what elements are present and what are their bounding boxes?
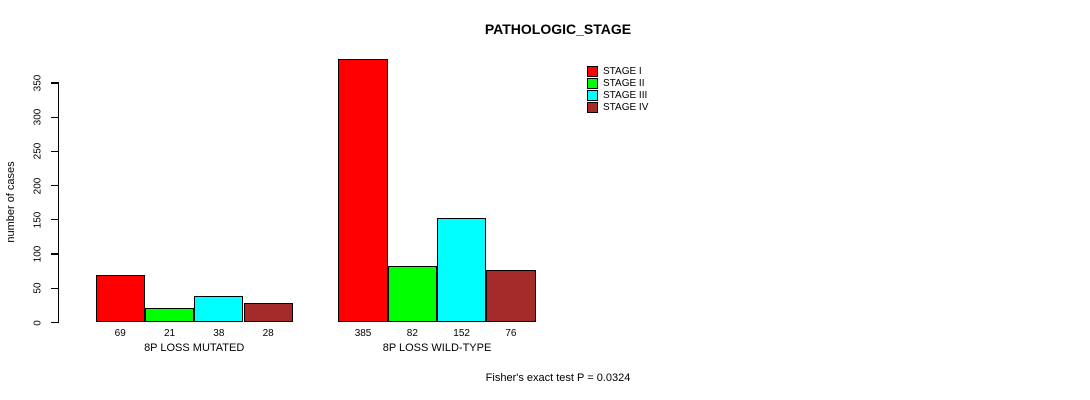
bar-value-label: 28 xyxy=(262,328,274,339)
bar-value-label: 152 xyxy=(453,328,470,339)
y-tick-label: 150 xyxy=(32,211,44,229)
bar-value-label: 69 xyxy=(114,328,126,339)
category-label: 8P LOSS MUTATED xyxy=(144,342,245,354)
y-tick-label: 100 xyxy=(32,245,44,263)
legend-label: STAGE IV xyxy=(603,101,649,113)
bar-stage-iii xyxy=(437,218,487,323)
bar-stage-iv xyxy=(486,270,536,323)
legend-item: STAGE IV xyxy=(587,101,648,113)
bar-stage-iii xyxy=(194,296,244,323)
y-tick-label: 0 xyxy=(32,319,44,326)
y-tick xyxy=(50,150,59,153)
y-tick xyxy=(50,116,59,118)
legend: STAGE I STAGE II STAGE III STAGE IV xyxy=(587,65,648,113)
legend-label: STAGE I xyxy=(603,65,642,77)
y-tick-label: 200 xyxy=(32,177,44,194)
legend-swatch-stage-iv xyxy=(587,101,598,113)
bar-value-label: 21 xyxy=(163,328,176,339)
bar-value-label: 385 xyxy=(354,328,372,339)
legend-swatch-stage-i xyxy=(587,65,598,77)
y-tick xyxy=(50,185,59,187)
bar-stage-ii xyxy=(387,266,437,323)
y-axis-line xyxy=(57,83,60,323)
bar-stage-i xyxy=(338,59,388,323)
legend-item: STAGE I xyxy=(587,65,648,77)
y-tick-label: 350 xyxy=(32,74,44,92)
legend-label: STAGE II xyxy=(603,77,645,89)
bar-value-label: 82 xyxy=(406,328,418,339)
bar-value-label: 76 xyxy=(505,328,517,339)
y-axis-label: number of cases xyxy=(5,161,17,243)
bar-stage-i xyxy=(95,275,145,323)
y-tick xyxy=(50,219,59,221)
legend-swatch-stage-iii xyxy=(587,89,598,101)
y-tick xyxy=(50,321,59,324)
bar-value-label: 38 xyxy=(213,328,225,339)
legend-swatch-stage-ii xyxy=(587,77,598,89)
chart-title: PATHOLOGIC_STAGE xyxy=(484,21,632,37)
y-tick-label: 300 xyxy=(32,108,44,126)
bar-stage-ii xyxy=(144,308,195,323)
y-tick xyxy=(50,287,59,289)
y-tick-label: 250 xyxy=(32,143,44,160)
annotation-text: Fisher's exact test P = 0.0324 xyxy=(485,372,631,384)
y-tick xyxy=(50,82,59,84)
legend-item: STAGE III xyxy=(587,89,648,101)
y-tick xyxy=(50,253,59,255)
bar-stage-iv xyxy=(243,303,293,323)
y-tick-label: 50 xyxy=(32,282,44,294)
legend-label: STAGE III xyxy=(603,89,648,101)
legend-item: STAGE II xyxy=(587,77,648,89)
category-label: 8P LOSS WILD-TYPE xyxy=(382,342,492,354)
